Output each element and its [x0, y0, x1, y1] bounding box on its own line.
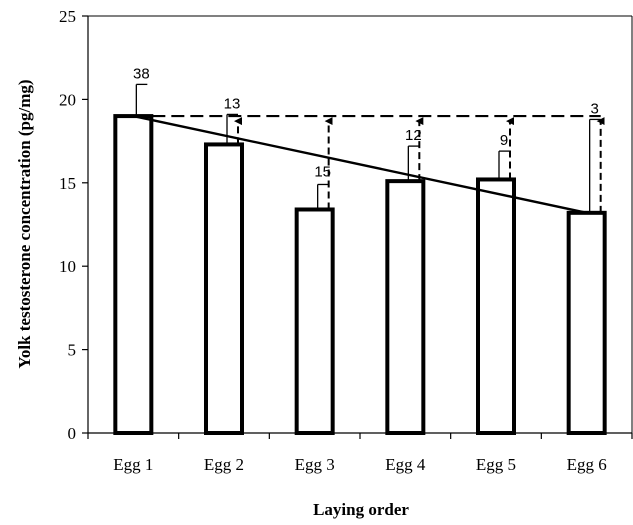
x-tick-label: Egg 3	[295, 455, 335, 474]
x-axis-title: Laying order	[313, 500, 409, 519]
bars-layer	[113, 114, 607, 436]
y-tick-label: 20	[59, 90, 76, 109]
sample-size-label: 13	[224, 95, 241, 112]
y-tick-label: 0	[68, 424, 77, 443]
sample-size-label: 15	[314, 163, 331, 180]
x-labels-layer: Egg 1 Egg 2 Egg 3 Egg 4 Egg 5 Egg 6	[113, 455, 606, 474]
sample-size-label: 3	[590, 100, 598, 117]
sample-size-labels-layer: 38 13 15 12 9 3	[133, 65, 599, 180]
bar	[113, 114, 154, 436]
bar	[204, 142, 244, 435]
y-tick-label: 5	[68, 341, 77, 360]
y-ticks-layer: 0 5 10 15 20 25	[59, 7, 633, 443]
sample-size-label: 9	[500, 132, 508, 149]
y-tick-label: 15	[59, 174, 76, 193]
bar	[476, 177, 516, 435]
trend-line-layer	[133, 114, 587, 214]
trend-line	[133, 114, 587, 214]
y-tick-label: 25	[59, 7, 76, 26]
sample-size-label: 12	[405, 127, 422, 144]
bar	[385, 179, 426, 435]
x-tick-label: Egg 6	[567, 455, 607, 474]
x-tick-label: Egg 1	[113, 455, 153, 474]
sample-size-label: 38	[133, 65, 150, 82]
x-tick-label: Egg 2	[204, 455, 244, 474]
reference-arrows-layer	[133, 114, 605, 213]
x-tick-label: Egg 5	[476, 455, 516, 474]
bar	[566, 210, 607, 435]
bar	[294, 207, 335, 435]
y-tick-label: 10	[59, 257, 76, 276]
y-axis-title: Yolk testosterone concentration (pg/mg)	[15, 79, 34, 368]
x-tick-label: Egg 4	[385, 455, 426, 474]
